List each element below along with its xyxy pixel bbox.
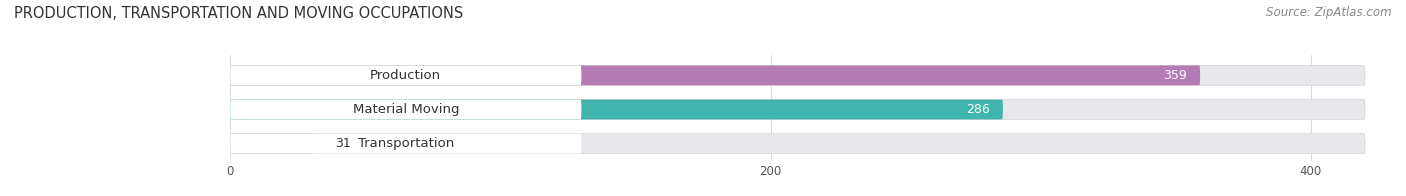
FancyBboxPatch shape bbox=[231, 134, 582, 153]
Text: Material Moving: Material Moving bbox=[353, 103, 460, 116]
Text: 359: 359 bbox=[1163, 69, 1187, 82]
Text: Transportation: Transportation bbox=[357, 137, 454, 150]
Text: PRODUCTION, TRANSPORTATION AND MOVING OCCUPATIONS: PRODUCTION, TRANSPORTATION AND MOVING OC… bbox=[14, 6, 464, 21]
FancyBboxPatch shape bbox=[231, 100, 1002, 119]
Text: 31: 31 bbox=[336, 137, 352, 150]
FancyBboxPatch shape bbox=[231, 134, 1365, 153]
FancyBboxPatch shape bbox=[231, 134, 314, 153]
FancyBboxPatch shape bbox=[231, 65, 1201, 85]
FancyBboxPatch shape bbox=[231, 65, 1365, 85]
Text: Source: ZipAtlas.com: Source: ZipAtlas.com bbox=[1267, 6, 1392, 19]
Text: Production: Production bbox=[370, 69, 441, 82]
FancyBboxPatch shape bbox=[231, 100, 582, 119]
FancyBboxPatch shape bbox=[231, 100, 1365, 119]
FancyBboxPatch shape bbox=[231, 65, 582, 85]
Text: 286: 286 bbox=[966, 103, 990, 116]
